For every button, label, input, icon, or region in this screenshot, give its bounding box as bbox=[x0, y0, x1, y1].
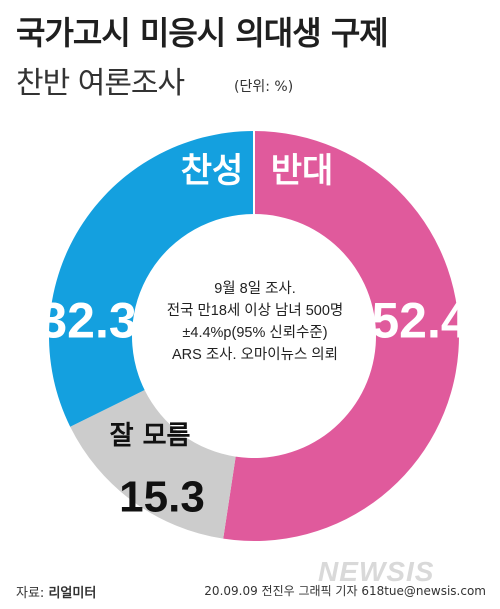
slice-name-label: 찬성 bbox=[181, 151, 244, 191]
slice-value-label: 52.4 bbox=[371, 293, 469, 349]
slice-name-label: 잘 모름 bbox=[110, 421, 191, 451]
survey-note: 9월 8일 조사. 전국 만18세 이상 남녀 500명 ±4.4%p(95% … bbox=[130, 278, 380, 366]
survey-note-line: ±4.4%p(95% 신뢰수준) bbox=[182, 325, 328, 341]
source-credit: 자료: 리얼미터 bbox=[16, 582, 96, 601]
chart-subtitle: 찬반 여론조사 bbox=[16, 66, 185, 101]
slice-favor bbox=[48, 131, 254, 427]
newsis-watermark: NEWSIS bbox=[318, 556, 435, 587]
unit-label: (단위: %) bbox=[234, 79, 294, 95]
slice-name-label: 반대 bbox=[271, 151, 334, 191]
slice-oppose bbox=[223, 131, 460, 541]
survey-note-line: 전국 만18세 이상 남녀 500명 bbox=[166, 303, 344, 319]
source-label: 자료: bbox=[16, 586, 45, 601]
survey-note-line: ARS 조사. 오마이뉴스 의뢰 bbox=[172, 347, 338, 363]
graphic-credit: 20.09.09 전진우 그래픽 기자 618tue@newsis.com bbox=[204, 584, 486, 598]
chart-title: 국가고시 미응시 의대생 구제 bbox=[16, 14, 389, 52]
slice-value-label: 32.3 bbox=[39, 293, 136, 349]
slice-value-label: 15.3 bbox=[119, 472, 205, 521]
slice-unsure bbox=[70, 390, 236, 539]
survey-note-line: 9월 8일 조사. bbox=[214, 281, 296, 297]
source-name: 리얼미터 bbox=[48, 586, 97, 601]
